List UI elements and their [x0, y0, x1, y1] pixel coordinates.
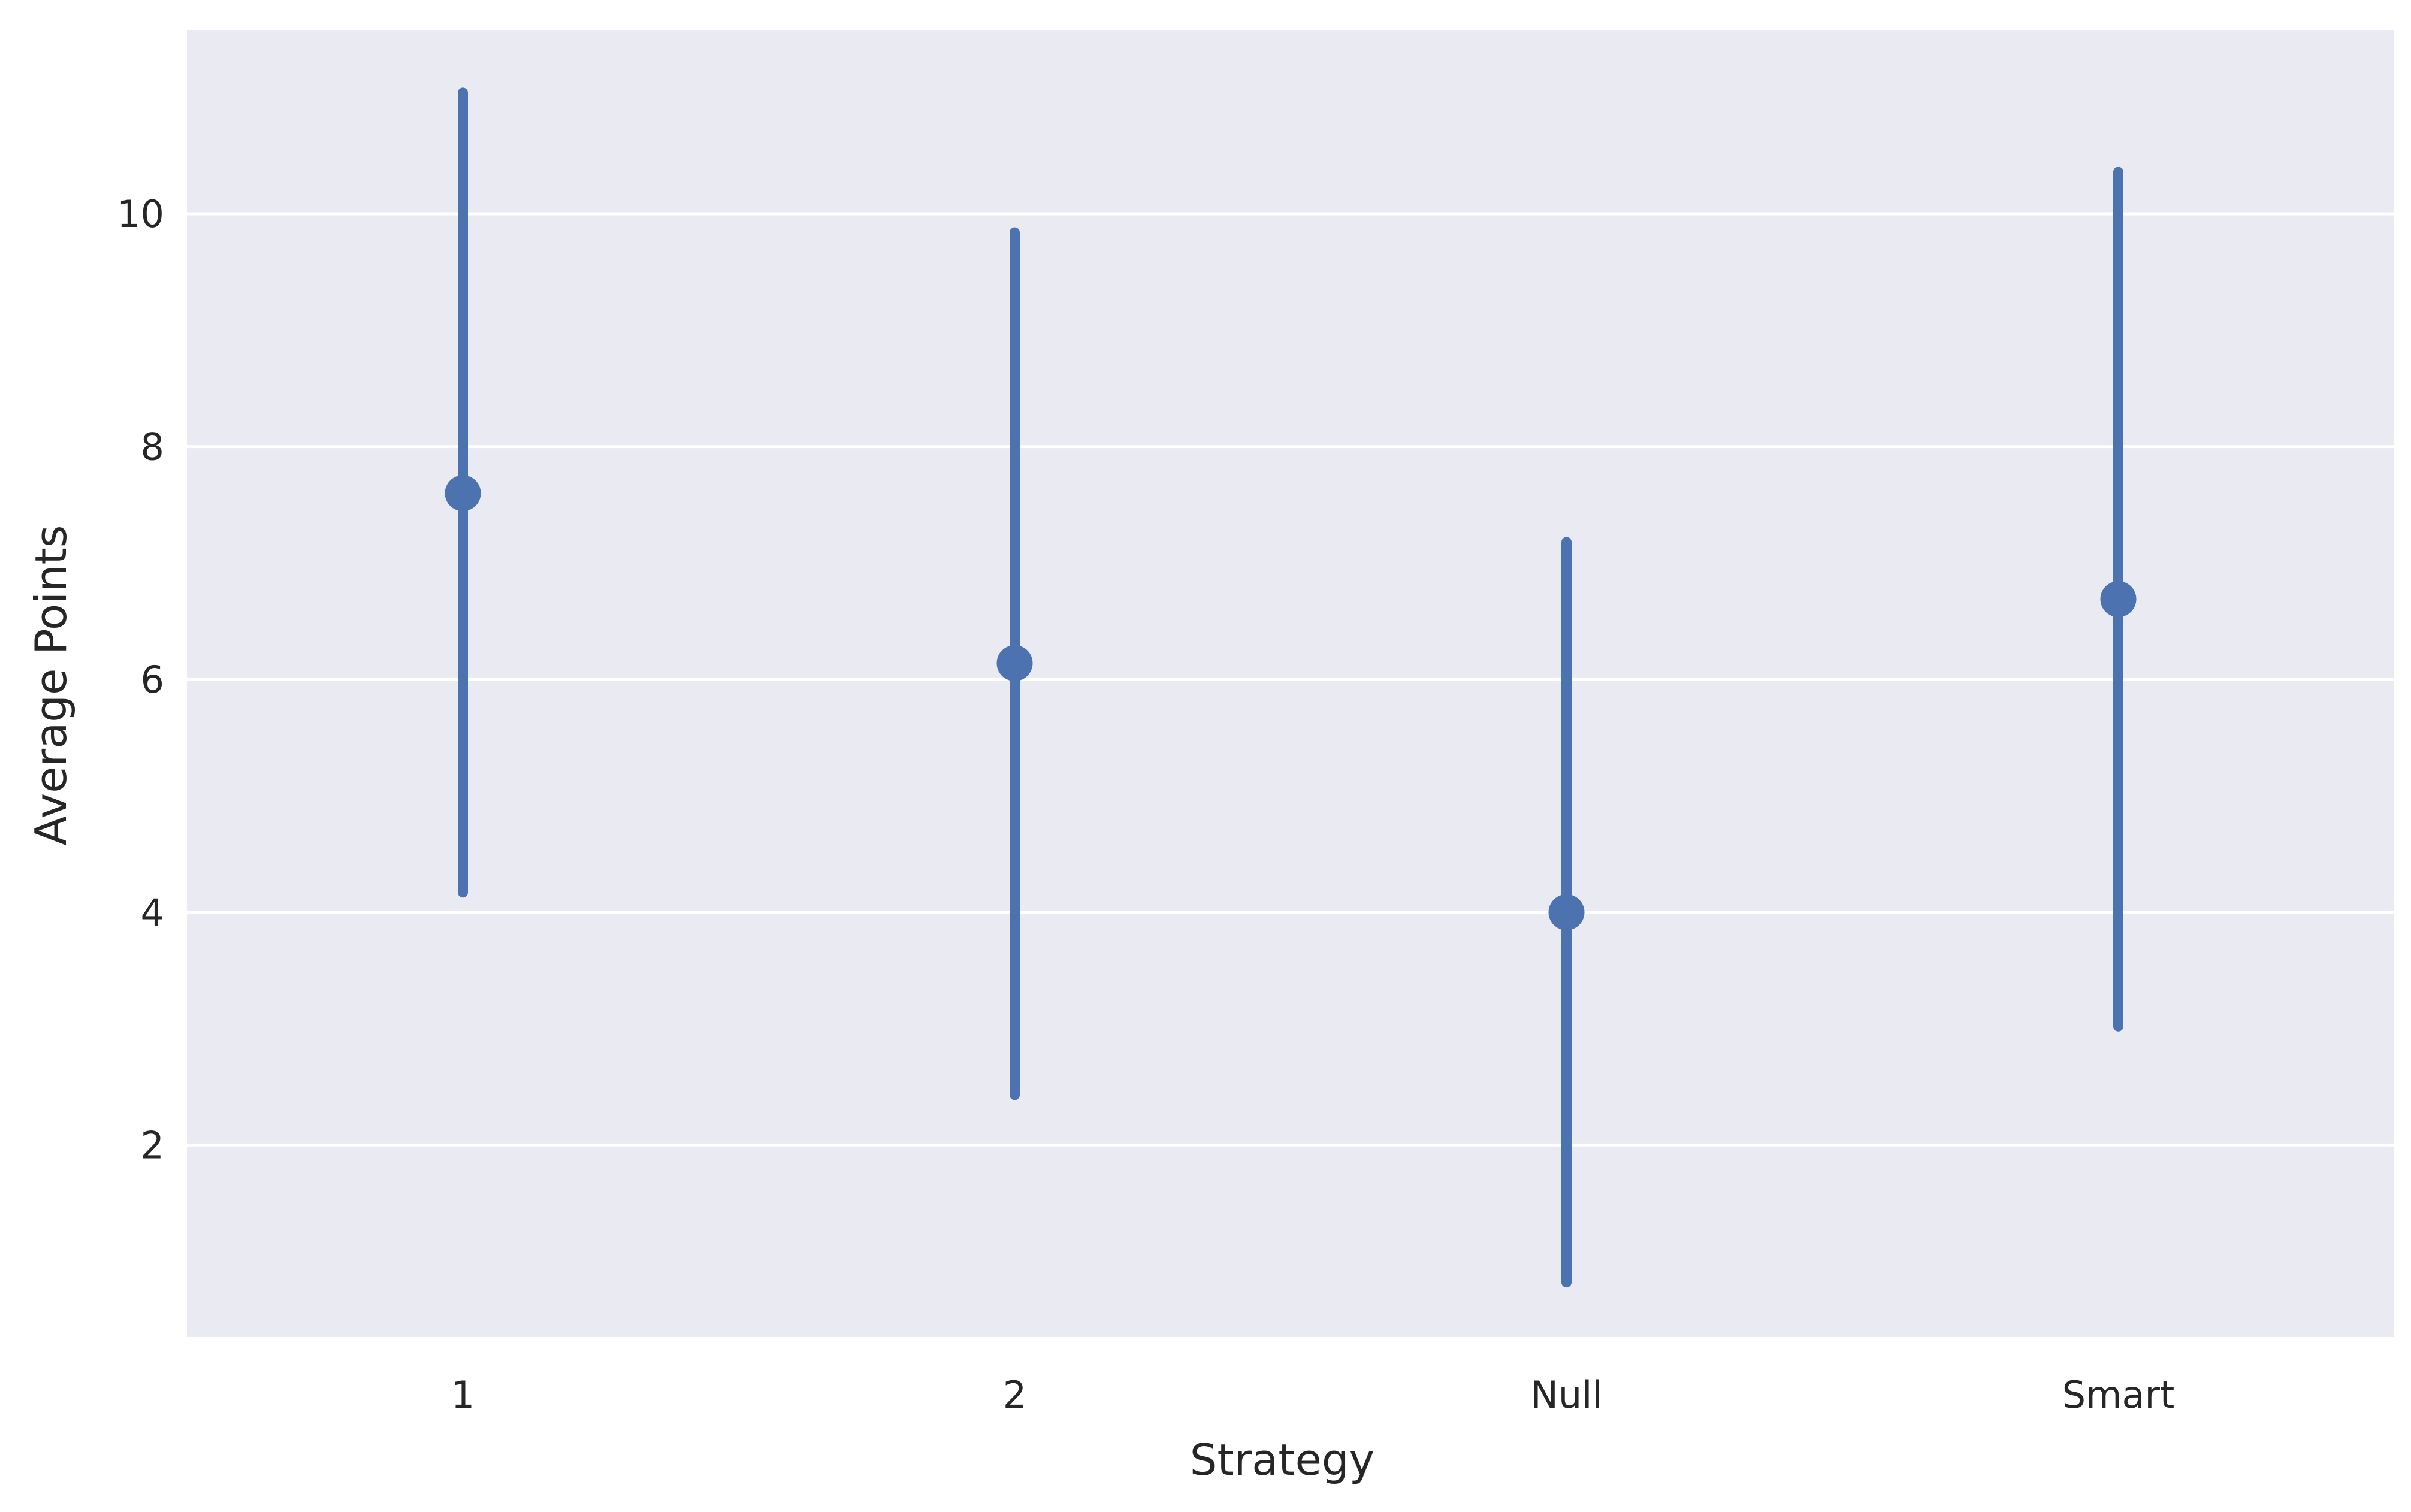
x-axis-label: Strategy — [1190, 1435, 1375, 1485]
y-tick-label: 8 — [141, 425, 164, 469]
mean-point — [2100, 581, 2137, 618]
y-tick-label: 2 — [141, 1123, 164, 1167]
y-tick-label: 4 — [141, 891, 164, 935]
grid-layer — [187, 212, 2394, 1147]
y-tick-label: 6 — [141, 658, 164, 701]
plot-area — [187, 30, 2394, 1337]
x-tick-label: 2 — [1003, 1373, 1026, 1417]
y-axis-label: Average Points — [26, 525, 76, 846]
x-tick-labels: 1 2 Null Smart — [451, 1373, 2175, 1417]
marks-layer — [445, 87, 2137, 1288]
x-tick-label: Null — [1530, 1373, 1602, 1417]
x-tick-label: Smart — [2062, 1373, 2175, 1417]
x-tick-label: 1 — [451, 1373, 475, 1417]
mean-point — [1548, 894, 1585, 930]
y-tick-label: 10 — [117, 192, 164, 236]
y-tick-labels: 2 4 6 8 10 — [117, 192, 164, 1167]
mean-point — [996, 645, 1033, 681]
mean-point — [445, 475, 481, 512]
